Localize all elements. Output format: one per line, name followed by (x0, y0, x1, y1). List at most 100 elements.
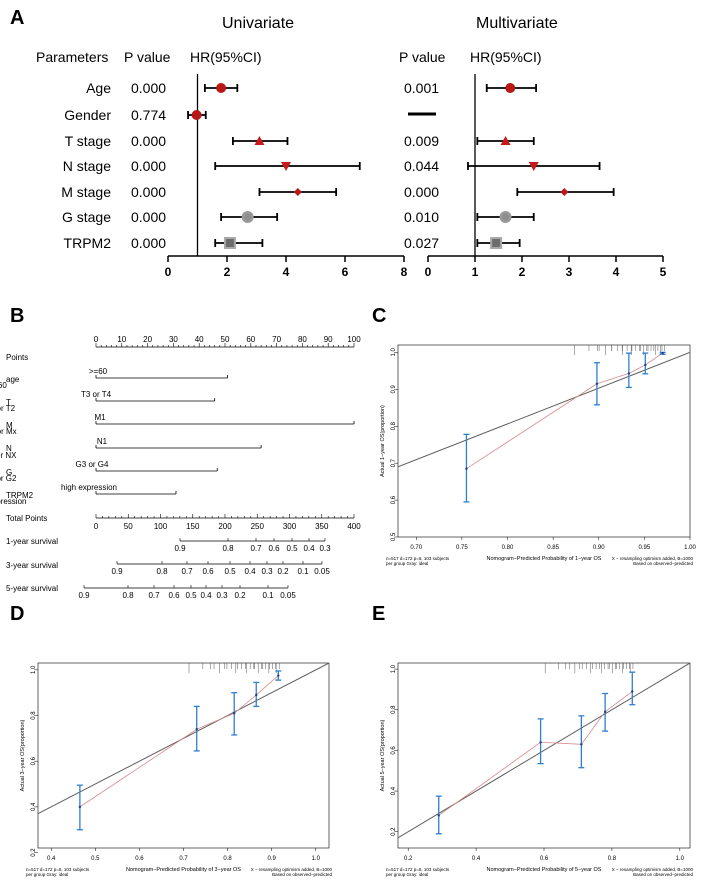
variable-level-label: M1 (94, 413, 106, 422)
forest-rows: Age 0.000 0.001 Gender 0.774 T stage 0.000 0.00… (61, 80, 439, 251)
multi-pvalue: 0.010 (404, 209, 439, 225)
calibration-point (644, 363, 647, 367)
uni-pvalue: 0.000 (131, 184, 166, 200)
calibration-3year-panel: 0.4 0.5 0.6 0.7 0.8 0.9 1.0 0.2 0.4 0.6 0.8 1.0 Nomo… (20, 662, 332, 877)
survival-tick-label: 0.1 (262, 591, 274, 600)
x-tick-label: 8 (401, 265, 408, 279)
nomogram-row-label: TRPM2 (6, 491, 34, 500)
survival-tick-label: 0.3 (216, 591, 228, 600)
calibration-5year-panel: 0.2 0.4 0.6 0.8 1.0 0.2 0.4 0.6 0.8 1.0 Nomogram−P… (380, 662, 693, 877)
survival-tick-label: 0.5 (185, 591, 197, 600)
y-tick-label: 0.7 (391, 458, 397, 467)
multi-hr-header: HR(95%CI) (470, 49, 542, 65)
variable-level-label: >=60 (89, 367, 108, 376)
uni-pvalue: 0.000 (131, 80, 166, 96)
calibration-point (78, 805, 82, 809)
parameter-label: TRPM2 (64, 235, 112, 251)
calibration-point (580, 743, 583, 746)
plot-area (38, 663, 329, 831)
x-tick-label: 0.6 (540, 856, 549, 862)
variable-level-label: N1 (97, 437, 108, 446)
x-tick-label: 0.9 (268, 856, 277, 862)
x-tick-label: 1.0 (676, 856, 685, 862)
parameters-header: Parameters (36, 49, 108, 65)
y-tick-label: 0.8 (391, 421, 397, 430)
note-left: n=517 d=172 p=6, 103 subjects (386, 867, 450, 872)
hr-point (560, 188, 569, 196)
calibration-point (465, 467, 468, 470)
total-points-tick-label: 0 (94, 522, 99, 531)
x-tick-label: 0.6 (135, 856, 144, 862)
points-tick-label: 40 (195, 335, 204, 344)
points-tick-label: 20 (143, 335, 152, 344)
panel-letter-d: D (10, 603, 24, 625)
hr-point-inner (492, 239, 501, 247)
variable-level-label: G1 or G2 (0, 474, 17, 483)
survival-tick-label: 0.3 (319, 544, 331, 553)
y-tick-label: 0.9 (391, 384, 397, 393)
hr-point (505, 83, 516, 93)
survival-tick-label: 0.3 (261, 567, 273, 576)
observed-line (438, 691, 633, 816)
survival-tick-label: 0.05 (280, 591, 296, 600)
plot-area (398, 345, 690, 503)
note-left: n=517 d=172 p=6, 103 subjects (386, 556, 450, 561)
variable-level-label: high expression (61, 483, 117, 492)
uni-pvalue: 0.000 (131, 235, 166, 251)
points-tick-label: 70 (272, 335, 281, 344)
nomogram-row-label: Points (6, 353, 28, 362)
x-tick-label: 2 (224, 265, 231, 279)
parameter-label: M stage (61, 184, 111, 200)
note-left: per group Gray: ideal (386, 561, 428, 566)
total-points-tick-label: 300 (283, 522, 297, 531)
y-tick-label: 1.0 (391, 664, 397, 673)
nomogram-row-label: age (6, 375, 20, 384)
survival-tick-label: 0.7 (250, 544, 262, 553)
nomogram-row-label: Total Points (6, 514, 47, 523)
hr-point (293, 188, 302, 196)
y-tick-label: 1.0 (31, 665, 37, 674)
observed-line (466, 352, 663, 470)
survival-tick-label: 0.4 (200, 591, 212, 600)
plot-frame (37, 662, 330, 849)
observed-line (79, 675, 279, 808)
x-tick-label: 0.8 (608, 856, 617, 862)
uni-pvalue-header: P value (124, 49, 171, 65)
x-axis-title: Nomogram−Predicted Probability of 3−year… (126, 867, 241, 873)
hr-point (281, 162, 291, 171)
calibration-point (195, 728, 198, 731)
plot-frame (397, 344, 691, 538)
hr-point (528, 162, 539, 171)
calibration-point (595, 382, 599, 385)
univariate-title: Univariate (222, 15, 294, 32)
x-tick-label: 0.4 (47, 856, 56, 862)
hr-point-inner (244, 213, 252, 221)
survival-tick-label: 0.7 (181, 567, 193, 576)
points-tick-label: 100 (347, 335, 361, 344)
multi-pvalue: 0.009 (404, 133, 439, 149)
calibration-point (539, 741, 542, 744)
calibration-1year-panel: 0.70 0.75 0.80 0.85 0.90 0.95 1.00 0.5 0.6 0.7 0.8… (380, 344, 696, 566)
points-tick-label: 50 (221, 335, 230, 344)
survival-tick-label: 0.8 (122, 591, 134, 600)
y-tick-label: 0.6 (391, 746, 397, 755)
x-axis-title: Nomogram−Predicted Probability of 5−year… (487, 867, 602, 873)
y-tick-label: 0.5 (391, 532, 397, 541)
survival-tick-label: 0.5 (224, 567, 236, 576)
parameter-label: Gender (64, 107, 111, 123)
x-tick-label: 0.7 (179, 856, 188, 862)
x-tick-label: 0.80 (502, 545, 514, 551)
x-tick-label: 1.00 (684, 545, 696, 551)
x-tick-label: 0.5 (91, 856, 100, 862)
panel-letter-a: A (10, 7, 24, 29)
y-axis-title: Actual 5−year OS(proportion) (380, 719, 386, 791)
variable-level-label: <60 (0, 381, 7, 390)
multi-pvalue: 0.001 (404, 80, 439, 96)
ideal-line (398, 663, 690, 839)
panel-letter-b: B (10, 305, 24, 327)
x-tick-label: 0.70 (410, 545, 422, 551)
points-tick-label: 10 (117, 335, 126, 344)
plot-frame (397, 662, 691, 849)
y-axis-title: Actual 1−year OS(proportion) (380, 405, 386, 477)
